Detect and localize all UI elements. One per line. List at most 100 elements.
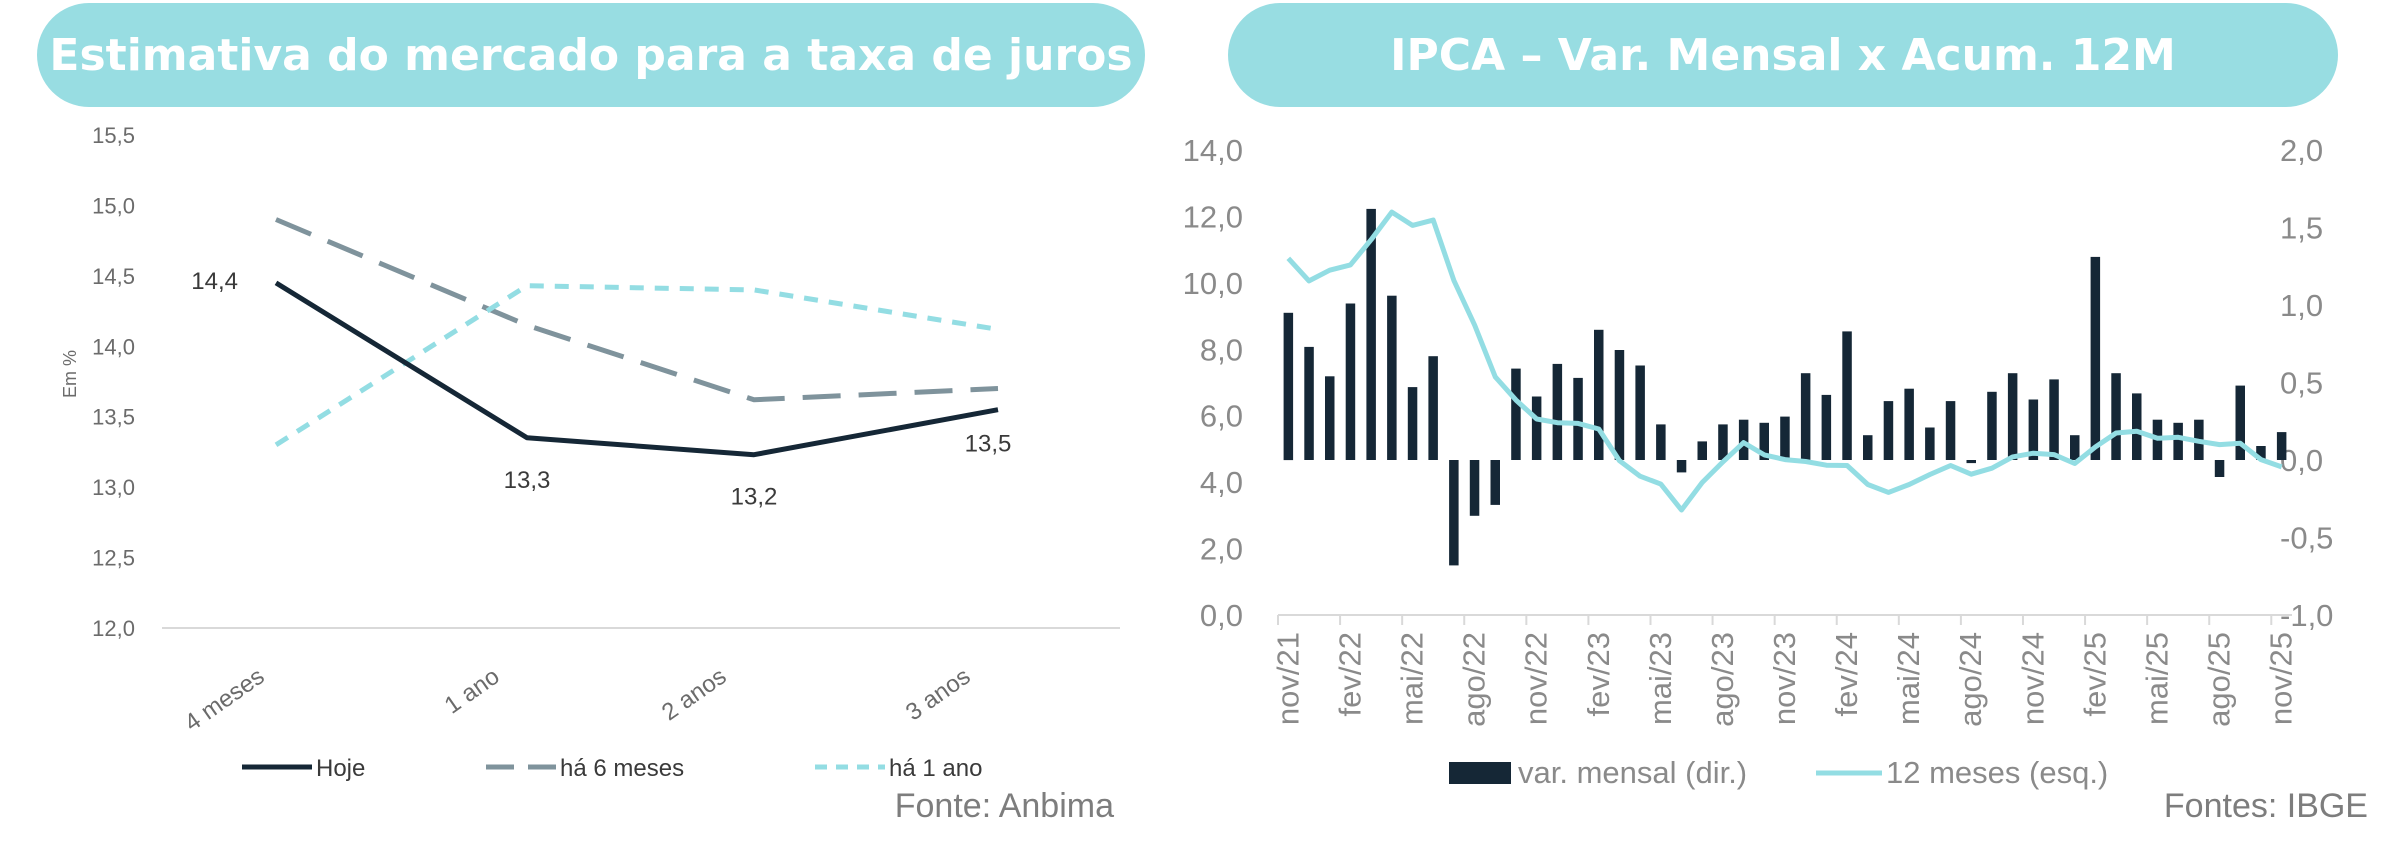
left-x-tick-label: 2 anos bbox=[657, 663, 732, 726]
left-x-tick-label: 3 anos bbox=[901, 663, 976, 726]
ipca-monthly-bar bbox=[1283, 312, 1294, 461]
legend-label: há 1 ano bbox=[889, 755, 982, 782]
right-chart-left-tick-label: 14,0 bbox=[1183, 133, 1243, 168]
right-source-note: Fontes: IBGE bbox=[2163, 787, 2368, 825]
right-x-tick-label: fev/25 bbox=[2077, 632, 2112, 716]
left-y-tick-label: 15,5 bbox=[92, 123, 135, 148]
hoje-data-label: 13,5 bbox=[965, 431, 1012, 458]
ipca-monthly-bar bbox=[1842, 331, 1852, 460]
ipca-monthly-bar bbox=[2132, 393, 2142, 460]
hoje-data-label: 14,4 bbox=[191, 268, 238, 295]
left-y-tick-label: 14,5 bbox=[92, 264, 135, 289]
ipca-monthly-bar bbox=[2070, 435, 2080, 460]
ipca-monthly-bar bbox=[2028, 399, 2039, 460]
ipca-monthly-bar bbox=[2256, 446, 2266, 460]
right-x-tick-label: ago/22 bbox=[1457, 632, 1492, 727]
ipca-monthly-bar bbox=[2173, 422, 2183, 460]
ipca-monthly-bar bbox=[2235, 385, 2245, 460]
right-chart-right-tick-label: 1,5 bbox=[2280, 211, 2323, 246]
left-y-tick-label: 12,0 bbox=[92, 616, 135, 641]
left-x-tick-label: 1 ano bbox=[440, 663, 505, 720]
left-x-tick-label: 4 meses bbox=[180, 663, 270, 737]
right-x-tick-label: mai/22 bbox=[1395, 632, 1430, 725]
right-x-tick-label: mai/23 bbox=[1643, 632, 1678, 725]
ipca-monthly-bar bbox=[1738, 419, 1749, 460]
left-y-tick-label: 15,0 bbox=[92, 193, 135, 218]
right-x-tick-label: ago/24 bbox=[1953, 632, 1988, 727]
ipca-monthly-bar bbox=[1987, 391, 1997, 460]
ipca-monthly-bar bbox=[2276, 432, 2287, 460]
ipca-monthly-bar bbox=[1635, 365, 1645, 460]
legend-label: 12 meses (esq.) bbox=[1886, 755, 2108, 790]
hoje-data-label: 13,3 bbox=[504, 467, 551, 494]
ipca-monthly-bar bbox=[1800, 373, 1811, 460]
right-chart-left-tick-label: 4,0 bbox=[1200, 465, 1243, 500]
right-chart-left-tick-label: 12,0 bbox=[1183, 199, 1243, 234]
ipca-monthly-bar bbox=[1469, 460, 1480, 516]
right-x-tick-label: nov/21 bbox=[1270, 632, 1305, 725]
ipca-monthly-bar bbox=[1490, 460, 1500, 505]
ipca-monthly-bar bbox=[1780, 416, 1790, 460]
right-x-tick-label: fev/23 bbox=[1581, 632, 1616, 716]
ipca-monthly-bar bbox=[1325, 376, 1335, 460]
ipca-monthly-bar bbox=[1449, 460, 1459, 566]
ipca-monthly-bar bbox=[1759, 422, 1769, 460]
right-chart-left-tick-label: 8,0 bbox=[1200, 332, 1243, 367]
series-hoje-line bbox=[274, 280, 999, 458]
right-chart-right-tick-label: 0,0 bbox=[2280, 443, 2323, 478]
right-chart-title: IPCA – Var. Mensal x Acum. 12M bbox=[1228, 3, 2338, 107]
right-x-tick-label: nov/22 bbox=[1519, 632, 1554, 725]
right-x-tick-label: nov/23 bbox=[1767, 632, 1802, 725]
right-chart-right-tick-label: 2,0 bbox=[2280, 133, 2323, 168]
right-x-tick-label: nov/24 bbox=[2015, 632, 2050, 725]
ipca-monthly-bar bbox=[1614, 350, 1625, 460]
legend-label: Hoje bbox=[316, 755, 365, 782]
left-y-tick-label: 14,0 bbox=[92, 334, 135, 359]
right-chart-right-tick-label: -0,5 bbox=[2280, 521, 2333, 556]
legend-swatch-var-mensal bbox=[1449, 762, 1511, 784]
left-y-tick-label: 13,5 bbox=[92, 405, 135, 430]
ipca-monthly-bar bbox=[1904, 388, 1914, 460]
ipca-monthly-bar bbox=[2090, 256, 2101, 460]
ipca-12-meses-line bbox=[1286, 209, 2283, 513]
hoje-data-label: 13,2 bbox=[731, 484, 778, 511]
left-y-tick-label: 13,0 bbox=[92, 475, 135, 500]
ipca-monthly-bar bbox=[1552, 363, 1563, 460]
right-chart-left-tick-label: 6,0 bbox=[1200, 399, 1243, 434]
ipca-monthly-bar bbox=[1676, 460, 1687, 473]
right-x-tick-label: fev/24 bbox=[1829, 632, 1864, 716]
left-source-note: Fonte: Anbima bbox=[894, 787, 1114, 825]
ipca-monthly-bar bbox=[1945, 401, 1956, 460]
ipca-chart: 0,02,04,06,08,010,012,014,0-1,0-0,50,00,… bbox=[1183, 133, 2334, 790]
ipca-monthly-bar bbox=[1594, 329, 1604, 460]
ipca-monthly-bar bbox=[1345, 303, 1356, 460]
series-ha-1-ano-line bbox=[274, 283, 999, 448]
ipca-monthly-bar bbox=[2049, 379, 2059, 460]
ipca-monthly-bar bbox=[1531, 396, 1542, 460]
ipca-monthly-bar bbox=[1883, 401, 1894, 460]
ipca-monthly-bar bbox=[1821, 394, 1832, 460]
right-x-tick-label: nov/25 bbox=[2264, 632, 2299, 725]
ipca-monthly-bar bbox=[1697, 441, 1707, 460]
interest-rate-chart: 12,0 12,5 13,0 13,5 14,0 14,5 15,0 15,5 Em % 4 me… bbox=[60, 123, 1120, 782]
right-x-tick-label: ago/23 bbox=[1705, 632, 1740, 727]
right-x-tick-label: fev/22 bbox=[1332, 632, 1367, 716]
left-chart-title: Estimativa do mercado para a taxa de jur… bbox=[37, 3, 1145, 107]
ipca-monthly-bar bbox=[2214, 460, 2225, 477]
left-y-tick-label: 12,5 bbox=[92, 546, 135, 571]
right-chart-left-tick-label: 10,0 bbox=[1183, 266, 1243, 301]
right-chart-left-tick-label: 0,0 bbox=[1200, 598, 1243, 633]
right-x-tick-label: ago/25 bbox=[2202, 632, 2237, 727]
ipca-monthly-bar bbox=[1304, 346, 1314, 460]
ipca-monthly-bar bbox=[1925, 427, 1935, 460]
ipca-monthly-bar bbox=[1366, 208, 1376, 460]
ipca-monthly-bar bbox=[2007, 373, 2018, 460]
ipca-monthly-bar bbox=[1656, 424, 1666, 460]
legend-label: var. mensal (dir.) bbox=[1518, 755, 1747, 790]
ipca-monthly-bar bbox=[1407, 387, 1418, 460]
ipca-monthly-bar bbox=[1863, 435, 1873, 460]
ipca-monthly-bar bbox=[1428, 356, 1438, 460]
ipca-monthly-bar bbox=[1966, 460, 1976, 464]
right-chart-right-tick-label: 1,0 bbox=[2280, 288, 2323, 323]
